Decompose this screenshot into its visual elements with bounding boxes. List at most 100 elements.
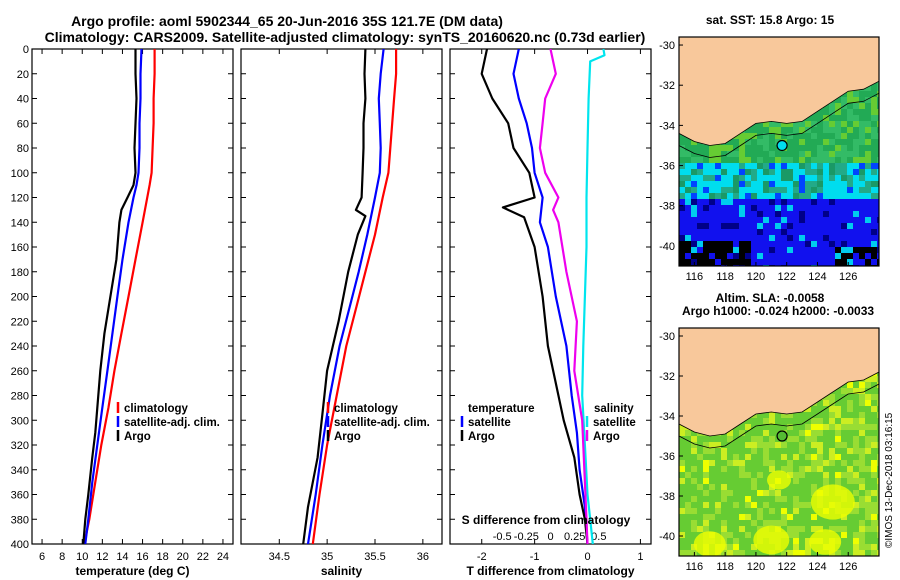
grid-cell — [787, 502, 793, 508]
grid-cell — [841, 223, 847, 229]
grid-cell — [847, 151, 853, 157]
grid-cell — [793, 520, 799, 526]
grid-cell — [775, 163, 781, 169]
grid-cell — [853, 466, 859, 472]
grid-cell — [733, 175, 739, 181]
grid-cell — [829, 103, 835, 109]
grid-cell — [871, 103, 877, 109]
grid-cell — [871, 127, 877, 133]
grid-cell — [793, 514, 799, 520]
grid-cell — [757, 211, 763, 217]
land-mass — [679, 37, 879, 146]
grid-cell — [859, 163, 865, 169]
grid-cell — [799, 193, 805, 199]
grid-cell — [745, 217, 751, 223]
grid-cell — [757, 466, 763, 472]
grid-cell — [871, 412, 877, 418]
grid-cell — [763, 454, 769, 460]
grid-cell — [829, 139, 835, 145]
grid-cell — [793, 241, 799, 247]
grid-cell — [847, 466, 853, 472]
grid-cell — [685, 490, 691, 496]
grid-cell — [721, 181, 727, 187]
grid-cell — [721, 235, 727, 241]
grid-cell — [727, 520, 733, 526]
grid-cell — [865, 133, 871, 139]
grid-cell — [769, 247, 775, 253]
grid-cell — [715, 526, 721, 532]
grid-cell — [871, 199, 877, 205]
grid-cell — [865, 394, 871, 400]
grid-cell — [877, 478, 879, 484]
grid-cell — [835, 436, 841, 442]
grid-cell — [739, 496, 745, 502]
grid-cell — [793, 127, 799, 133]
grid-cell — [805, 229, 811, 235]
figure-title-line2: Climatology: CARS2009. Satellite-adjuste… — [45, 29, 646, 45]
grid-cell — [871, 520, 877, 526]
grid-cell — [685, 187, 691, 193]
grid-cell — [859, 241, 865, 247]
grid-cell — [763, 175, 769, 181]
grid-cell — [847, 478, 853, 484]
grid-cell — [781, 133, 787, 139]
grid-cell — [787, 151, 793, 157]
grid-cell — [787, 466, 793, 472]
grid-cell — [709, 193, 715, 199]
grid-cell — [721, 502, 727, 508]
grid-cell — [745, 460, 751, 466]
grid-cell — [745, 424, 751, 430]
grid-cell — [745, 430, 751, 436]
grid-cell — [685, 235, 691, 241]
grid-cell — [847, 484, 853, 490]
grid-cell — [751, 514, 757, 520]
grid-cell — [811, 478, 817, 484]
grid-cell — [727, 211, 733, 217]
grid-cell — [871, 418, 877, 424]
grid-cell — [799, 436, 805, 442]
grid-cell — [835, 526, 841, 532]
grid-cell — [727, 241, 733, 247]
grid-cell — [703, 163, 709, 169]
grid-cell — [721, 448, 727, 454]
grid-cell — [721, 193, 727, 199]
grid-cell — [739, 211, 745, 217]
grid-cell — [865, 151, 871, 157]
grid-cell — [859, 133, 865, 139]
grid-cell — [703, 211, 709, 217]
grid-cell — [817, 247, 823, 253]
grid-cell — [853, 406, 859, 412]
grid-cell — [751, 502, 757, 508]
grid-cell — [799, 478, 805, 484]
grid-cell — [769, 193, 775, 199]
series-climatology — [311, 49, 398, 544]
grid-cell — [841, 241, 847, 247]
grid-cell — [733, 460, 739, 466]
grid-cell — [781, 229, 787, 235]
grid-cell — [715, 460, 721, 466]
grid-cell — [769, 448, 775, 454]
grid-cell — [853, 424, 859, 430]
grid-cell — [745, 241, 751, 247]
grid-cell — [721, 526, 727, 532]
grid-cell — [853, 235, 859, 241]
grid-cell — [823, 205, 829, 211]
grid-cell — [829, 466, 835, 472]
grid-cell — [871, 394, 877, 400]
grid-cell — [817, 175, 823, 181]
grid-cell — [829, 442, 835, 448]
grid-cell — [865, 193, 871, 199]
grid-cell — [775, 247, 781, 253]
grid-cell — [865, 145, 871, 151]
grid-cell — [805, 259, 811, 265]
grid-cell — [841, 217, 847, 223]
grid-cell — [709, 175, 715, 181]
grid-cell — [799, 520, 805, 526]
x-tick-label: 35 — [321, 551, 333, 563]
grid-cell — [817, 121, 823, 127]
grid-cell — [799, 127, 805, 133]
grid-cell — [697, 169, 703, 175]
grid-cell — [805, 175, 811, 181]
grid-cell — [703, 496, 709, 502]
map-frame — [678, 36, 880, 267]
